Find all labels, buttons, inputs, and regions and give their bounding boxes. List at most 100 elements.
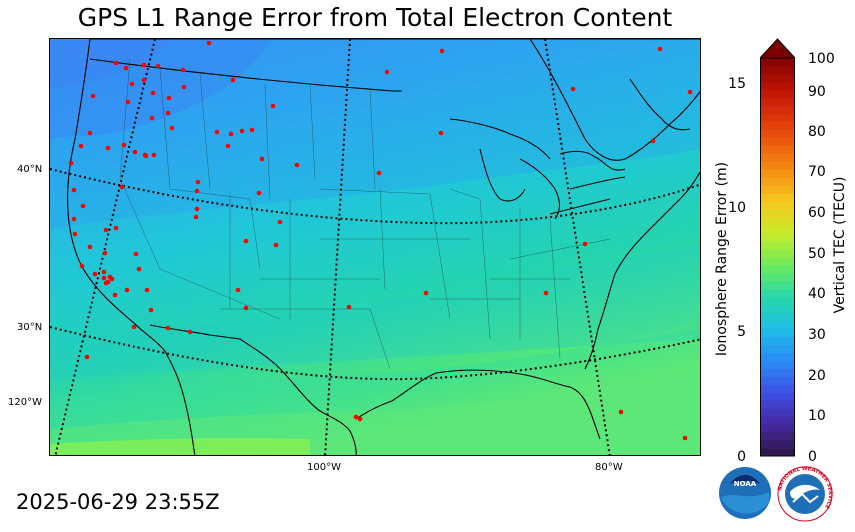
- colorbar-band: [760, 81, 795, 91]
- gps-station-marker: [101, 275, 107, 281]
- tec-tick-10: 10: [808, 408, 826, 424]
- colorbar-band: [760, 288, 795, 298]
- lon-label-80w: 80°W: [595, 462, 623, 473]
- state-lines: [119, 58, 611, 370]
- colorbar: [760, 38, 795, 457]
- gps-station-marker: [195, 179, 201, 185]
- gps-station-marker: [105, 145, 111, 151]
- colorbar-band: [760, 201, 795, 210]
- gps-station-marker: [71, 216, 77, 222]
- colorbar-band: [760, 328, 795, 337]
- gps-station-marker: [123, 65, 129, 71]
- colorbar-band: [760, 280, 795, 290]
- gps-station-marker: [239, 128, 245, 134]
- gps-station-marker: [79, 263, 85, 269]
- gps-stations: [68, 40, 693, 441]
- colorbar-band: [760, 360, 795, 369]
- map-canvas: [50, 39, 700, 455]
- colorbar-band: [760, 368, 795, 377]
- gps-station-marker: [194, 188, 200, 194]
- gps-station-marker: [235, 287, 241, 293]
- tec-tick-50: 50: [808, 246, 826, 262]
- gps-station-marker: [346, 304, 352, 310]
- gps-station-marker: [150, 90, 156, 96]
- colorbar-band: [760, 145, 795, 154]
- gps-station-marker: [101, 269, 107, 275]
- gps-station-marker: [113, 60, 119, 66]
- gps-station-marker: [80, 203, 86, 209]
- gps-station-marker: [570, 86, 576, 92]
- gps-station-marker: [113, 225, 119, 231]
- gps-station-marker: [423, 290, 429, 296]
- tec-tick-40: 40: [808, 286, 826, 302]
- tec-tick-100: 100: [808, 51, 835, 67]
- gps-station-marker: [165, 110, 171, 116]
- gps-station-marker: [650, 138, 656, 144]
- colorbar-band: [760, 376, 795, 385]
- nws-logo: NATIONAL WEATHER SERVICE: [777, 466, 833, 522]
- gps-station-marker: [103, 280, 109, 286]
- gps-station-marker: [112, 292, 118, 298]
- gps-station-marker: [277, 219, 283, 225]
- colorbar-band: [760, 209, 795, 218]
- gps-station-marker: [141, 77, 147, 83]
- range-tick-10: 10: [728, 200, 746, 216]
- colorbar-band: [760, 169, 795, 178]
- range-tick-0: 0: [737, 449, 746, 465]
- gps-station-marker: [125, 99, 131, 105]
- gps-station-marker: [169, 125, 175, 131]
- gps-station-marker: [249, 127, 255, 133]
- tec-tick-70: 70: [808, 164, 826, 180]
- gps-station-marker: [141, 62, 147, 68]
- colorbar-band: [760, 161, 795, 170]
- colorbar-band: [760, 137, 795, 146]
- gps-station-marker: [376, 170, 382, 176]
- colorbar-band: [760, 400, 795, 409]
- gps-station-marker: [129, 81, 135, 87]
- tec-tick-20: 20: [808, 368, 826, 384]
- gps-station-marker: [259, 156, 265, 162]
- coastlines: [67, 39, 700, 455]
- gps-station-marker: [273, 242, 279, 248]
- colorbar-band: [760, 296, 795, 306]
- gps-station-marker: [194, 206, 200, 212]
- gps-station-marker: [181, 84, 187, 90]
- gps-station-marker: [243, 305, 249, 311]
- gps-station-marker: [166, 95, 172, 101]
- colorbar-band: [760, 320, 795, 330]
- gps-station-marker: [121, 142, 127, 148]
- gps-station-marker: [582, 241, 588, 247]
- tec-tick-0: 0: [808, 449, 817, 465]
- gps-station-marker: [148, 307, 154, 313]
- tec-map: [49, 38, 701, 456]
- gps-station-marker: [72, 231, 78, 237]
- lon-label-120w: 120°W: [8, 397, 42, 408]
- tec-tick-30: 30: [808, 327, 826, 343]
- gps-station-marker: [68, 160, 74, 166]
- colorbar-band: [760, 121, 795, 131]
- gps-station-marker: [132, 149, 138, 155]
- gps-station-marker: [143, 153, 149, 159]
- gps-station-marker: [149, 115, 155, 121]
- gps-station-marker: [225, 143, 231, 149]
- colorbar-band: [760, 448, 795, 457]
- gps-station-marker: [228, 131, 234, 137]
- colorbar-band: [760, 304, 795, 314]
- gps-station-marker: [136, 266, 142, 272]
- gps-station-marker: [87, 130, 93, 136]
- range-tick-15: 15: [728, 76, 746, 92]
- colorbar-band: [760, 58, 795, 67]
- colorbar-band: [760, 249, 795, 258]
- gps-station-marker: [103, 227, 109, 233]
- gps-station-marker: [102, 250, 108, 256]
- tec-tick-60: 60: [808, 205, 826, 221]
- lat-label-30n: 30°N: [17, 322, 43, 333]
- graticule: [50, 39, 700, 455]
- gps-station-marker: [618, 409, 624, 415]
- gps-station-marker: [133, 251, 139, 257]
- gps-station-marker: [682, 435, 688, 441]
- gps-station-marker: [144, 287, 150, 293]
- gps-station-marker: [151, 152, 157, 158]
- colorbar-band: [760, 424, 795, 433]
- gps-station-marker: [180, 67, 186, 73]
